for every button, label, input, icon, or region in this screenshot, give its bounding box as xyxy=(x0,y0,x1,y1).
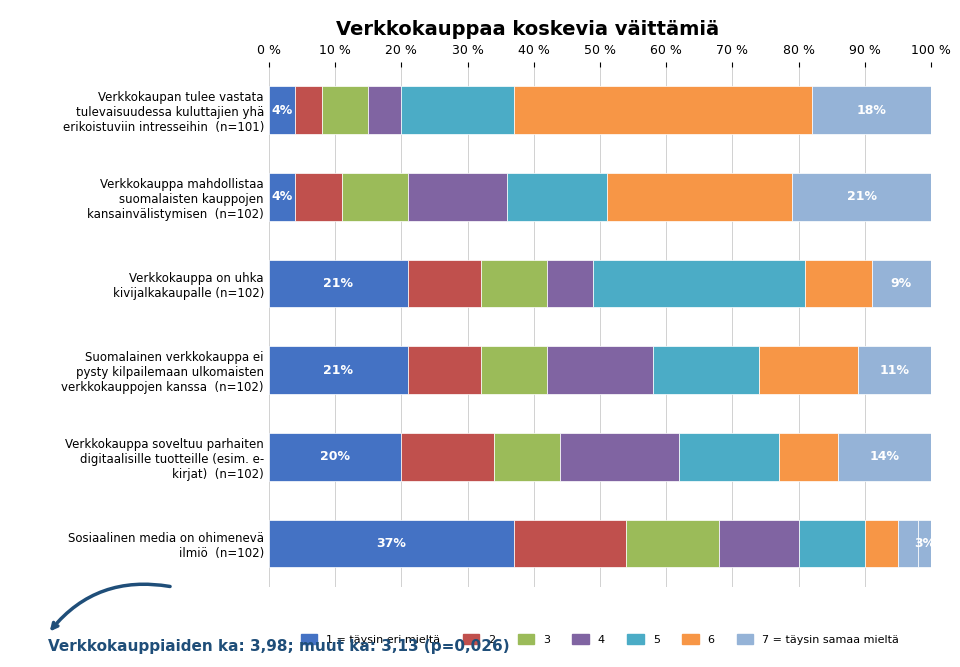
Bar xyxy=(792,173,931,221)
Bar xyxy=(759,346,858,394)
Bar xyxy=(481,346,547,394)
Bar xyxy=(858,346,931,394)
Bar xyxy=(865,520,898,568)
Bar xyxy=(269,259,408,307)
Bar xyxy=(547,259,593,307)
Text: Verkkokauppiaiden ka: 3,98; muut ka: 3,13 (p=0,026): Verkkokauppiaiden ka: 3,98; muut ka: 3,1… xyxy=(48,639,510,654)
Text: 21%: 21% xyxy=(847,190,876,203)
Bar xyxy=(719,520,799,568)
Bar xyxy=(408,173,507,221)
Bar xyxy=(680,433,779,481)
Text: 4%: 4% xyxy=(272,190,293,203)
Bar xyxy=(898,520,918,568)
Bar xyxy=(805,259,872,307)
Bar xyxy=(918,520,931,568)
Text: 21%: 21% xyxy=(324,277,353,290)
Bar xyxy=(296,173,342,221)
Bar xyxy=(838,433,931,481)
Bar xyxy=(481,259,547,307)
Bar xyxy=(812,86,931,134)
Bar xyxy=(607,173,792,221)
Text: 4%: 4% xyxy=(272,103,293,117)
Bar xyxy=(322,86,369,134)
Legend: 1 = täysin eri mieltä, 2, 3, 4, 5, 6, 7 = täysin samaa mieltä: 1 = täysin eri mieltä, 2, 3, 4, 5, 6, 7 … xyxy=(297,630,903,649)
Bar xyxy=(514,86,812,134)
Text: Verkkokauppaa koskevia väittämiä: Verkkokauppaa koskevia väittämiä xyxy=(336,20,720,39)
Bar xyxy=(401,86,514,134)
Bar xyxy=(514,520,627,568)
Bar xyxy=(627,520,719,568)
Bar xyxy=(269,433,401,481)
Bar xyxy=(368,86,401,134)
Bar xyxy=(269,346,408,394)
Text: 21%: 21% xyxy=(324,364,353,377)
Bar xyxy=(593,259,805,307)
Bar xyxy=(269,86,296,134)
Text: 14%: 14% xyxy=(870,450,900,464)
Bar xyxy=(269,520,514,568)
Text: 18%: 18% xyxy=(856,103,886,117)
Bar xyxy=(561,433,680,481)
Text: 37%: 37% xyxy=(376,537,406,550)
Text: 9%: 9% xyxy=(891,277,912,290)
Bar xyxy=(872,259,931,307)
Bar xyxy=(408,346,481,394)
Bar xyxy=(342,173,408,221)
Bar xyxy=(296,86,322,134)
Bar xyxy=(779,433,838,481)
Bar xyxy=(269,173,296,221)
Bar xyxy=(799,520,865,568)
Text: 20%: 20% xyxy=(320,450,350,464)
Bar xyxy=(494,433,561,481)
Text: 11%: 11% xyxy=(879,364,910,377)
Bar xyxy=(653,346,759,394)
Text: 3%: 3% xyxy=(914,537,935,550)
Bar xyxy=(507,173,607,221)
Bar xyxy=(401,433,494,481)
Bar xyxy=(547,346,653,394)
Bar xyxy=(408,259,481,307)
